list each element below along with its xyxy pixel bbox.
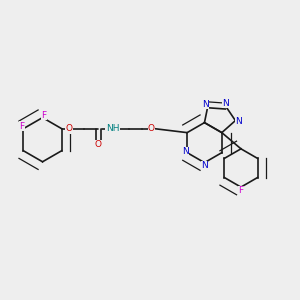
Text: N: N bbox=[235, 117, 242, 126]
Text: O: O bbox=[148, 124, 155, 133]
Text: F: F bbox=[238, 186, 244, 195]
Text: F: F bbox=[20, 122, 25, 131]
Text: F: F bbox=[41, 111, 46, 120]
Text: N: N bbox=[222, 99, 229, 108]
Text: O: O bbox=[65, 124, 73, 133]
Text: N: N bbox=[201, 161, 208, 170]
Text: NH: NH bbox=[106, 124, 119, 133]
Text: N: N bbox=[182, 147, 189, 156]
Text: N: N bbox=[202, 100, 208, 109]
Text: O: O bbox=[95, 140, 102, 149]
